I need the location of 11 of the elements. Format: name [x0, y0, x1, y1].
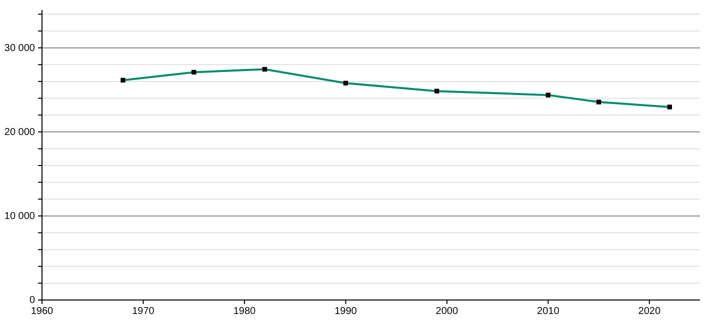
y-tick-label: 0 — [29, 295, 36, 306]
x-tick-label: 2020 — [638, 306, 661, 318]
x-tick-label: 2000 — [436, 306, 458, 318]
x-tick-label: 1970 — [132, 306, 155, 318]
x-tick-label: 1980 — [233, 306, 256, 318]
x-tick-label: 1990 — [334, 306, 358, 318]
y-tick-label: 30 000 — [4, 43, 36, 54]
y-tick-label: 20 000 — [4, 127, 36, 138]
x-tick-label: 1960 — [30, 306, 54, 318]
x-tick-label: 2010 — [537, 306, 560, 318]
y-tick-label: 10 000 — [4, 211, 36, 222]
